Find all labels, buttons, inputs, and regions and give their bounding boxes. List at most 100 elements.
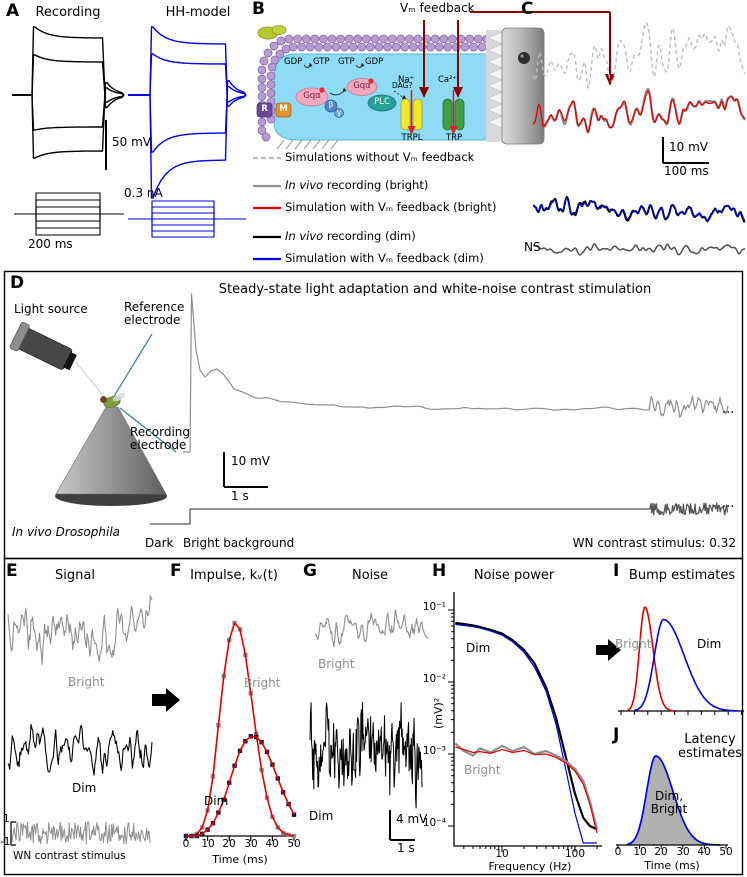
panel-g-letter: G: [303, 561, 317, 581]
panel-c-traces: [532, 21, 746, 256]
panel-e-dim-label: Dim: [72, 781, 97, 795]
bright-background-label: Bright background: [183, 536, 295, 550]
panel-g-bright-label: Bright: [318, 657, 355, 671]
panel-g-dim-label: Dim: [309, 809, 334, 823]
gtp-label: GTP: [338, 57, 355, 67]
panel-a-hhmodel-title: HH-model: [165, 5, 231, 20]
panel-a-current-label: 0.3 nA: [124, 186, 163, 200]
x-tick-label: 30: [676, 846, 690, 858]
panel-j-title: Latency estimates: [678, 732, 742, 762]
plc-label: PLC: [374, 97, 390, 107]
panel-g-title: Noise: [351, 568, 389, 583]
legend-line-samples: [253, 156, 281, 261]
stimulus-continues-ellipsis: ...: [722, 496, 735, 511]
panel-d-voltage-scale-label: 10 mV: [231, 454, 270, 468]
x-tick-label: 40: [697, 846, 711, 858]
legend-item-italic: In vivo: [285, 178, 324, 192]
y-tick-label: 10⁻²: [422, 673, 446, 685]
rhodopsin-label: R: [261, 104, 268, 114]
panel-i-title: Bump estimates: [628, 568, 736, 583]
vm-feedback-label: Vₘ feedback: [400, 1, 475, 15]
legend-item: In vivo recording (dim): [285, 230, 416, 243]
panel-d-title: Steady-state light adaptation and white-…: [218, 282, 652, 297]
panel-h-letter: H: [432, 561, 447, 581]
panel-e-letter: E: [6, 561, 18, 581]
panel-f-bright-label: Bright: [244, 676, 281, 690]
x-tick-label: 20: [222, 838, 236, 850]
x-tick-label: 10: [201, 838, 215, 850]
panel-e-title: Signal: [55, 568, 95, 583]
panel-b-letter: B: [252, 0, 265, 19]
wn-stimulus-label: WN contrast stimulus: [13, 850, 126, 862]
dag-label: DAG?: [392, 81, 413, 90]
x-tick-label: 10: [495, 848, 509, 860]
x-tick-label: 40: [265, 838, 279, 850]
panel-j-xlabel: Time (ms): [644, 859, 700, 872]
light-source-label: Light source: [14, 302, 88, 316]
legend-item: Simulation with Vₘ feedback (dim): [285, 252, 484, 265]
g-gamma-label: γ: [336, 108, 342, 117]
recording-electrode-label: Recording electrode: [130, 425, 191, 453]
panel-c-letter: C: [521, 0, 534, 19]
panel-g-voltage-scale-label: 4 mV: [396, 812, 428, 826]
legend-item: In vivo recording (bright): [285, 179, 428, 192]
x-tick-label: 10: [633, 846, 647, 858]
trp-channel-label: TRP: [445, 133, 463, 143]
x-tick-label: 30: [244, 838, 258, 850]
gdp-label: GDP: [284, 57, 303, 67]
panel-f-plot: [183, 620, 297, 841]
panel-b-cell: [256, 25, 545, 150]
sodium-ion-label: Na⁺: [398, 75, 415, 85]
x-tick-label: 20: [654, 846, 668, 858]
panel-f-dim-label: Dim: [204, 794, 229, 808]
dark-phase-label: Dark: [145, 536, 174, 550]
legend-item-text: recording (bright): [323, 178, 429, 192]
panel-f-xlabel: Time (ms): [212, 853, 268, 866]
panel-g-traces: [309, 609, 429, 841]
reference-electrode-label: Reference electrode: [124, 300, 185, 328]
panel-h-xlabel: Frequency (Hz): [488, 860, 572, 873]
stim-axis-plus-one: 1: [3, 813, 10, 825]
legend-item-text: recording (dim): [323, 229, 416, 243]
panel-c-voltage-scale-label: 10 mV: [669, 140, 708, 154]
panel-e-bright-label: Bright: [68, 675, 105, 689]
legend-item-text: Simulations without Vₘ feedback: [285, 150, 475, 164]
panel-h-dim-label: Dim: [466, 641, 491, 655]
specimen-label: In vivo Drosophila: [12, 525, 121, 539]
panel-a-graphics: [12, 26, 247, 238]
x-tick-label: 100: [564, 848, 586, 860]
wn-contrast-label: WN contrast stimulus: 0.32: [572, 536, 736, 550]
x-tick-label: 50: [719, 846, 733, 858]
panel-d-time-scale-label: 1 s: [231, 489, 249, 503]
panel-g-time-scale-label: 1 s: [397, 841, 415, 855]
trace-continues-ellipsis: ...: [722, 402, 735, 417]
panel-a-time-label: 200 ms: [28, 237, 73, 251]
legend-item-italic: In vivo: [285, 229, 324, 243]
panel-d-traces: [150, 293, 729, 525]
gtp-label: GTP: [313, 57, 330, 67]
panel-a-voltage-scale-label: 50 mV: [112, 135, 151, 149]
panel-i-letter: I: [613, 561, 620, 581]
panel-c-time-scale-label: 100 ms: [664, 164, 709, 178]
x-tick-label: 50: [287, 838, 301, 850]
gdp-label: GDP: [365, 57, 384, 67]
panel-j-plot: [616, 755, 728, 849]
frame-boxes: [3, 270, 744, 876]
panel-f-letter: F: [170, 561, 182, 581]
legend-item-text: Simulation with Vₘ feedback (dim): [285, 251, 484, 265]
panel-a-recording-title: Recording: [35, 5, 101, 20]
panel-h-title: Noise power: [473, 568, 555, 583]
legend-item-text: Simulation with Vₘ feedback (bright): [285, 200, 497, 214]
panel-h-ylabel: (mV)²: [432, 697, 445, 729]
panel-e-traces: [7, 595, 180, 846]
metarhodopsin-label: M: [279, 104, 288, 114]
legend-item: Simulation with Vₘ feedback (bright): [285, 201, 496, 214]
vm-feedback-arrows: [419, 11, 615, 98]
panel-a-letter: A: [6, 1, 20, 21]
legend-item: Simulations without Vₘ feedback: [285, 151, 474, 164]
gq-alpha-label: Gqα: [303, 91, 321, 101]
panel-i-bright-label: Bright: [615, 637, 652, 651]
panel-j-letter: J: [613, 725, 620, 745]
